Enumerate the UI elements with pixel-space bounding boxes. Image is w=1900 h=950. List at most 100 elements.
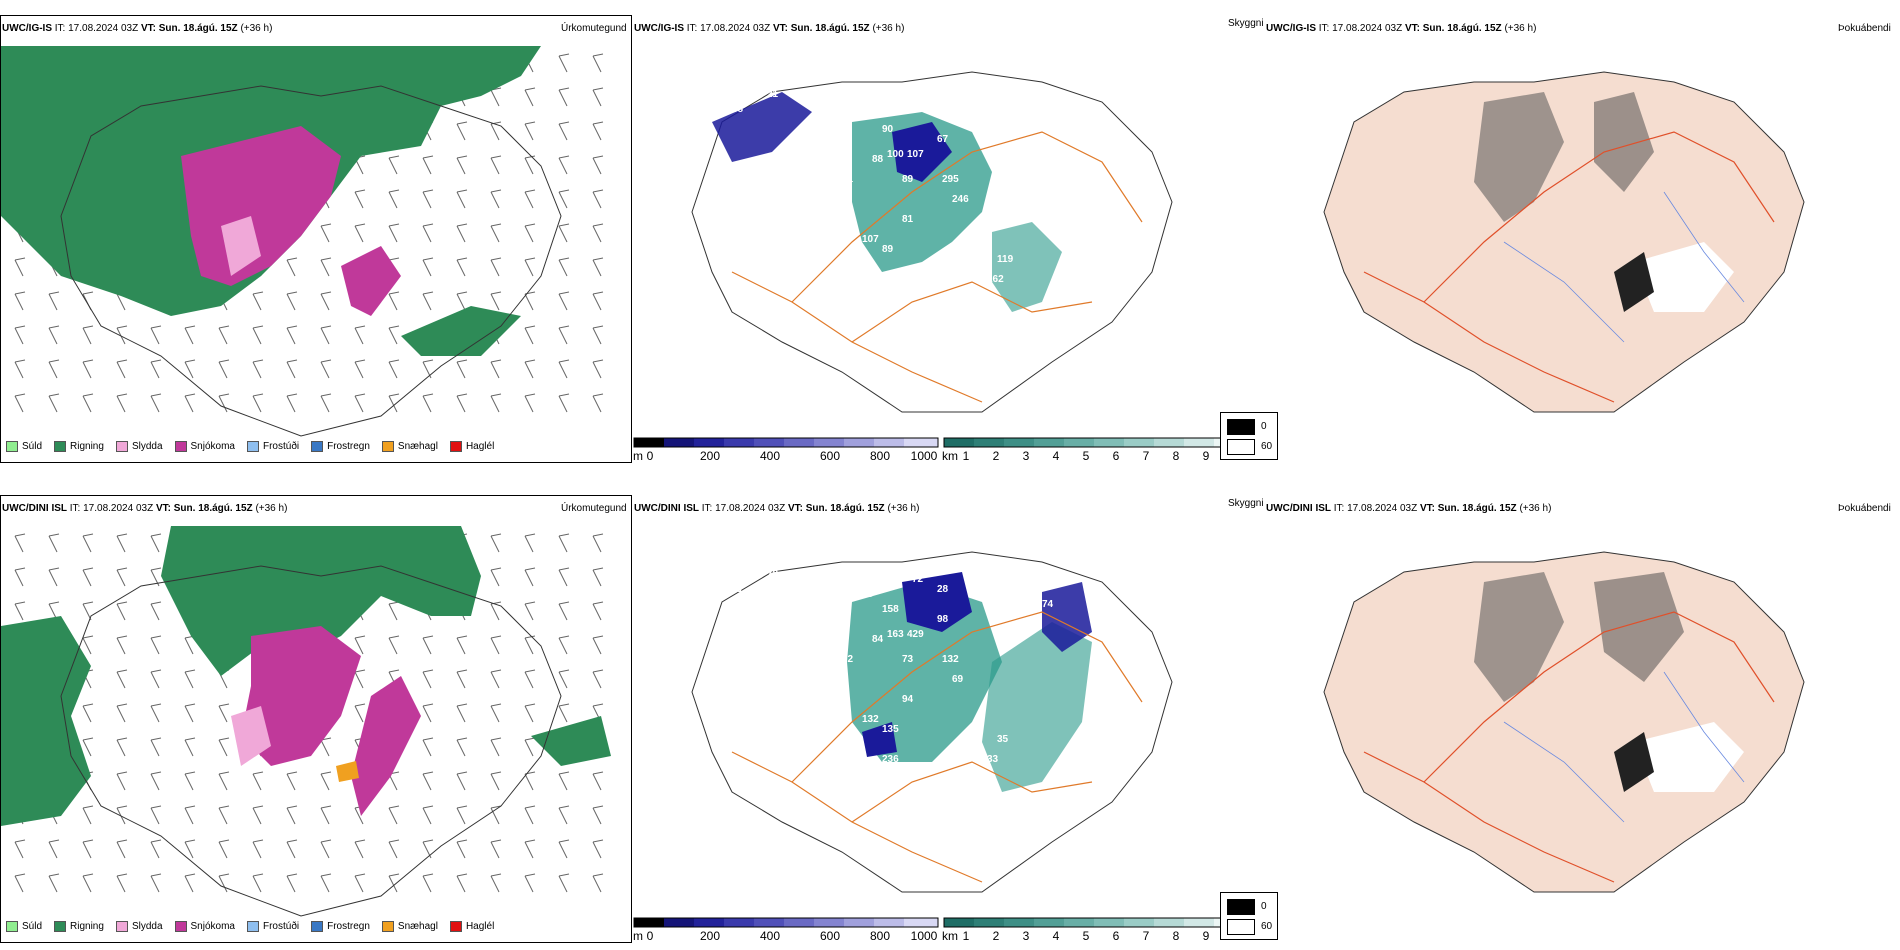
wind-barb bbox=[388, 325, 400, 345]
fog-swatch-clear bbox=[1227, 439, 1255, 455]
legend-item: Haglél bbox=[449, 921, 494, 932]
panel-header: UWC/IG-IS IT: 17.08.2024 03Z VT: Sun. 18… bbox=[1266, 23, 1536, 34]
wind-barb bbox=[422, 805, 434, 825]
swatch bbox=[311, 441, 324, 452]
tick-label: 4 bbox=[1052, 449, 1060, 463]
legend-label: Rigning bbox=[70, 441, 104, 452]
wind-barb bbox=[592, 567, 604, 587]
cloudbase-value-label: 162 bbox=[987, 274, 1004, 285]
wind-barb bbox=[524, 839, 536, 859]
cloudbase-value-label: 98 bbox=[937, 614, 949, 625]
wind-barb bbox=[388, 873, 400, 893]
legend-label: Súld bbox=[22, 441, 43, 452]
tick-label: 200 bbox=[699, 449, 721, 463]
wind-barb bbox=[116, 601, 128, 621]
model-name: UWC/DINI ISL bbox=[634, 503, 699, 514]
wind-barb bbox=[490, 359, 502, 379]
rain-area bbox=[161, 526, 481, 676]
wind-barb bbox=[320, 359, 332, 379]
wind-barb bbox=[320, 291, 332, 311]
wind-barb bbox=[558, 567, 570, 587]
product-name: Úrkomutegund bbox=[561, 503, 627, 514]
wind-barb bbox=[388, 291, 400, 311]
wind-barb bbox=[82, 873, 94, 893]
wind-barb bbox=[524, 533, 536, 553]
cloudbase-value-label: 83 bbox=[1002, 94, 1014, 105]
wind-barb bbox=[116, 567, 128, 587]
wind-barb bbox=[422, 359, 434, 379]
legend-item: Slydda bbox=[115, 441, 163, 452]
wind-barb bbox=[456, 805, 468, 825]
road-network bbox=[731, 131, 1143, 403]
product-name: Skyggni bbox=[1228, 498, 1264, 509]
wind-barb bbox=[286, 873, 298, 893]
wind-barb bbox=[592, 601, 604, 621]
init-label: IT: bbox=[686, 23, 698, 34]
swatch bbox=[115, 441, 128, 452]
legend-item: Haglél bbox=[449, 441, 494, 452]
sleet-area bbox=[231, 706, 271, 766]
visibility-swatches bbox=[943, 437, 1249, 448]
wind-barb bbox=[150, 393, 162, 413]
tick-label: 1000 bbox=[910, 449, 938, 463]
visibility-area-2 bbox=[992, 222, 1062, 312]
wind-barb bbox=[82, 325, 94, 345]
wind-barb bbox=[388, 805, 400, 825]
iceland-outline bbox=[60, 85, 562, 437]
cloudbase-swatches bbox=[633, 437, 939, 448]
cloudbase-value-label: 98 bbox=[862, 109, 874, 120]
road-network bbox=[1363, 131, 1775, 403]
wind-barb bbox=[456, 873, 468, 893]
wind-barb bbox=[150, 635, 162, 655]
fog-legend: 0 60 bbox=[1220, 412, 1278, 460]
precip-map bbox=[1, 526, 611, 917]
valid-label: VT: bbox=[140, 23, 156, 34]
tick-label: 6 bbox=[1112, 449, 1120, 463]
tick-label: 8 bbox=[1172, 929, 1180, 943]
valid-time: Sun. 18.ágú. 15Z bbox=[805, 503, 885, 514]
wind-barb bbox=[14, 325, 26, 345]
legend-label: Snæhagl bbox=[397, 441, 438, 452]
wind-barb bbox=[592, 223, 604, 243]
wind-barb bbox=[14, 257, 26, 277]
cloudbase-swatches bbox=[633, 917, 939, 928]
product-name: Skyggni bbox=[1228, 18, 1264, 29]
wind-barb bbox=[456, 359, 468, 379]
cloudbase-value-label: 95 bbox=[732, 74, 744, 85]
wind-barb bbox=[558, 601, 570, 621]
swatch bbox=[6, 921, 18, 932]
wind-barb bbox=[592, 257, 604, 277]
lead-time: (+36 h) bbox=[255, 503, 288, 514]
cloudbase-value-label: 100 bbox=[887, 149, 904, 160]
model-name: UWC/DINI ISL bbox=[2, 503, 67, 514]
wind-barb bbox=[286, 805, 298, 825]
unit-label: m bbox=[633, 449, 643, 463]
wind-barb bbox=[456, 155, 468, 175]
wind-barb bbox=[558, 873, 570, 893]
sleet-area bbox=[221, 216, 261, 276]
wind-barb bbox=[456, 393, 468, 413]
tick-label: 400 bbox=[759, 449, 781, 463]
wind-barb bbox=[218, 873, 230, 893]
tick-label: 600 bbox=[819, 929, 841, 943]
wind-barb bbox=[14, 601, 26, 621]
wind-barb bbox=[422, 873, 434, 893]
wind-barb bbox=[456, 257, 468, 277]
swatch bbox=[381, 921, 394, 932]
wind-barb bbox=[14, 839, 26, 859]
cloudbase-value-label: 33 bbox=[987, 754, 999, 765]
model-name: UWC/IG-IS bbox=[2, 23, 52, 34]
snow-area-2 bbox=[351, 676, 421, 816]
legend-item: Frostúði bbox=[246, 441, 299, 452]
wind-barb bbox=[524, 635, 536, 655]
cloudbase-value-label: 21 bbox=[767, 89, 779, 100]
wind-barb bbox=[218, 805, 230, 825]
tick-label: 8 bbox=[1172, 449, 1180, 463]
panel-visibility-dini: UWC/DINI ISL IT: 17.08.2024 03Z VT: Sun.… bbox=[632, 492, 1264, 943]
wind-barb bbox=[422, 771, 434, 791]
wind-barb bbox=[592, 53, 604, 73]
cloudbase-value-label: 246 bbox=[952, 194, 969, 205]
panel-precip-type-dini: UWC/DINI ISL IT: 17.08.2024 03Z VT: Sun.… bbox=[0, 492, 632, 943]
unit-label: km bbox=[942, 929, 958, 943]
wind-barb bbox=[150, 359, 162, 379]
